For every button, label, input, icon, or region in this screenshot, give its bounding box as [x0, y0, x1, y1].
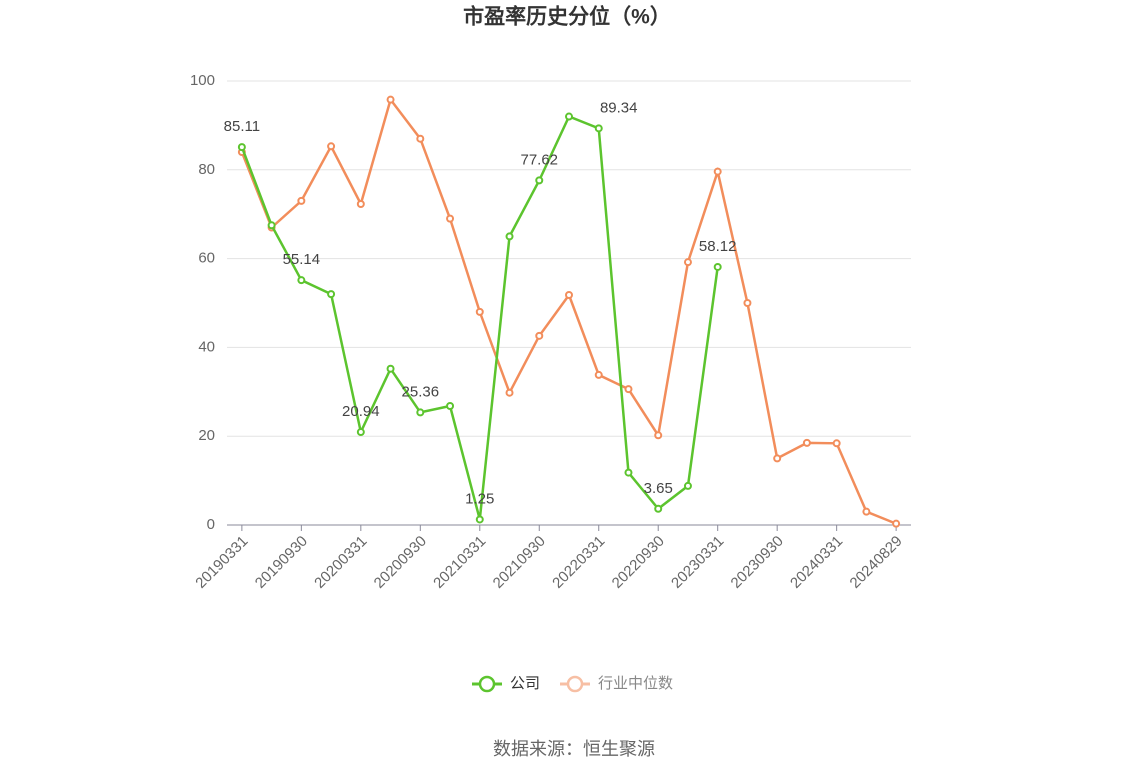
- data-label: 85.11: [224, 118, 260, 135]
- x-tick-label: 20200930: [371, 533, 430, 592]
- data-label: 3.65: [644, 480, 673, 497]
- point: [594, 370, 603, 379]
- point: [624, 385, 633, 394]
- legend-item: 公司: [472, 675, 540, 693]
- point: [654, 431, 663, 440]
- point: [535, 176, 544, 185]
- point: [683, 258, 692, 267]
- x-tick-label: 20210930: [490, 533, 549, 592]
- point: [267, 221, 276, 230]
- point: [297, 276, 306, 285]
- legend-item: 行业中位数: [560, 675, 673, 693]
- point: [327, 142, 336, 151]
- point: [565, 291, 573, 300]
- point: [356, 428, 365, 437]
- data-label: 58.12: [699, 238, 737, 255]
- point: [862, 507, 871, 516]
- y-tick-label: 20: [198, 427, 215, 444]
- line: [240, 96, 897, 525]
- point: [386, 364, 395, 373]
- y-tick-label: 40: [198, 338, 215, 355]
- point: [505, 232, 514, 241]
- point: [713, 167, 722, 176]
- point: [446, 214, 455, 223]
- y-tick-label: 80: [198, 161, 215, 178]
- x-tick-label: 20210331: [430, 533, 489, 592]
- x-tick-label: 20190331: [192, 533, 251, 592]
- point: [237, 143, 246, 152]
- legend-marker: [566, 675, 584, 693]
- source: 数据来源：恒生聚源: [493, 739, 655, 759]
- legend-label: 公司: [510, 675, 540, 692]
- point: [594, 124, 603, 133]
- point: [505, 388, 514, 397]
- data-label: 77.62: [520, 151, 558, 168]
- point: [773, 454, 782, 463]
- point: [892, 519, 901, 528]
- point: [416, 134, 425, 143]
- point: [297, 196, 306, 205]
- point: [416, 408, 425, 417]
- point: [535, 331, 544, 340]
- point: [713, 262, 722, 271]
- point: [683, 481, 692, 490]
- point: [475, 515, 484, 524]
- y-tick-label: 0: [207, 516, 215, 533]
- point: [654, 504, 663, 513]
- point: [327, 290, 336, 299]
- point: [802, 438, 811, 447]
- data-label: 55.14: [283, 251, 321, 268]
- x-tick-label: 20220930: [609, 533, 668, 592]
- legend-label: 行业中位数: [598, 675, 673, 692]
- point: [624, 468, 633, 477]
- point: [832, 439, 841, 448]
- x-tick-label: 20190930: [252, 533, 311, 592]
- x-tick-label: 20230331: [668, 533, 727, 592]
- point: [356, 199, 365, 208]
- legend-marker: [478, 675, 496, 693]
- x-tick-label: 20240331: [787, 533, 846, 592]
- data-label: 20.94: [342, 403, 380, 420]
- data-label: 89.34: [600, 99, 638, 116]
- y-tick-label: 100: [190, 72, 215, 89]
- chart-title: 市盈率历史分位（%）: [463, 5, 671, 29]
- x-tick-label: 20200331: [311, 533, 370, 592]
- y-tick-label: 60: [198, 250, 215, 267]
- data-label: 1.25: [465, 490, 494, 507]
- x-tick-label: 20220331: [549, 533, 608, 592]
- x-tick-label: 20240829: [847, 533, 906, 592]
- point: [446, 402, 455, 411]
- point: [386, 95, 395, 104]
- point: [743, 299, 752, 307]
- point: [475, 307, 484, 316]
- data-label: 25.36: [402, 383, 440, 400]
- x-tick-label: 20230930: [728, 533, 787, 592]
- point: [565, 112, 573, 121]
